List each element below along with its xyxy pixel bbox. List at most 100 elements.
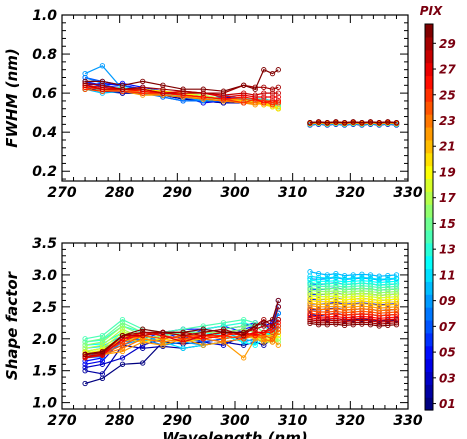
bottom-xtick-label: 280 bbox=[105, 413, 134, 429]
colorbar-tick-label: 11 bbox=[439, 268, 456, 282]
bottom-point bbox=[119, 342, 126, 348]
colorbar-tick-label: 25 bbox=[439, 88, 456, 102]
bottom-point bbox=[307, 300, 313, 306]
top-point bbox=[275, 67, 281, 73]
top-point bbox=[99, 78, 106, 85]
colorbar-segment bbox=[425, 255, 433, 270]
bottom-ytick-label: 3.5 bbox=[32, 236, 57, 252]
bottom-point bbox=[119, 361, 126, 367]
top-point bbox=[269, 86, 276, 92]
top-xtick-label: 330 bbox=[393, 185, 422, 201]
bottom-xtick-label: 300 bbox=[220, 413, 249, 429]
bottom-point bbox=[275, 297, 281, 304]
colorbar-segment bbox=[425, 101, 433, 115]
top-point bbox=[99, 82, 106, 88]
bottom-point bbox=[180, 326, 186, 332]
top-point bbox=[160, 86, 166, 92]
bottom-point bbox=[220, 323, 227, 329]
top-point bbox=[252, 86, 258, 92]
bottom-point bbox=[200, 332, 206, 339]
bottom-point bbox=[82, 380, 88, 387]
bottom-point bbox=[315, 270, 322, 277]
colorbar-segment bbox=[425, 307, 433, 321]
colorbar-tick-label: 27 bbox=[439, 63, 456, 77]
top-point bbox=[269, 98, 276, 104]
top-point bbox=[220, 88, 227, 94]
bottom-point bbox=[393, 296, 400, 302]
bottom-point bbox=[341, 322, 348, 329]
bottom-ytick-label: 2.5 bbox=[32, 300, 57, 316]
bottom-point bbox=[307, 273, 313, 279]
top-point bbox=[261, 67, 267, 73]
bottom-ytick-label: 1.0 bbox=[32, 396, 57, 412]
bottom-point bbox=[99, 339, 106, 345]
colorbar-segment bbox=[425, 217, 433, 231]
top-point bbox=[275, 94, 281, 100]
bottom-point bbox=[385, 322, 391, 329]
top-point bbox=[376, 119, 382, 126]
bottom-point bbox=[359, 321, 365, 327]
bottom-point bbox=[393, 286, 400, 292]
top-point bbox=[82, 82, 88, 88]
top-point bbox=[160, 82, 166, 88]
bottom-series-right-11 bbox=[309, 275, 397, 281]
bottom-point bbox=[359, 271, 365, 277]
bottom-point bbox=[99, 348, 106, 355]
colorbar-segment bbox=[425, 49, 433, 64]
colorbar-tick-label: 01 bbox=[439, 397, 456, 411]
bottom-point bbox=[241, 320, 247, 326]
top-point bbox=[315, 119, 322, 125]
top-xtick-label: 290 bbox=[163, 185, 192, 201]
top-point bbox=[261, 94, 267, 100]
bottom-point bbox=[200, 326, 206, 332]
bottom-point bbox=[385, 272, 391, 279]
bottom-point bbox=[200, 336, 206, 342]
bottom-point bbox=[140, 360, 146, 366]
bottom-point bbox=[119, 336, 126, 342]
bottom-point bbox=[119, 355, 126, 361]
bottom-series-right-10 bbox=[309, 271, 397, 277]
colorbar-segment bbox=[425, 268, 433, 282]
top-point bbox=[269, 70, 276, 77]
bottom-point bbox=[140, 345, 146, 351]
top-point bbox=[82, 86, 88, 92]
bottom-point bbox=[307, 279, 313, 286]
bottom-point bbox=[275, 316, 281, 323]
bottom-point bbox=[82, 364, 88, 371]
bottom-xtick-label: 270 bbox=[47, 413, 76, 429]
bottom-point bbox=[393, 309, 400, 315]
colorbar-segment bbox=[425, 229, 433, 244]
top-series-right-30 bbox=[309, 121, 397, 124]
bottom-point bbox=[393, 275, 400, 281]
bottom-xtick-label: 290 bbox=[163, 413, 192, 429]
top-point bbox=[140, 78, 146, 85]
top-series-left-30 bbox=[85, 68, 279, 92]
colorbar-tick-label: 23 bbox=[439, 114, 456, 128]
bottom-point bbox=[269, 316, 276, 323]
bottom-point bbox=[119, 316, 126, 323]
bottom-point bbox=[376, 273, 382, 279]
bottom-point bbox=[200, 323, 206, 329]
top-point bbox=[367, 119, 374, 125]
top-point bbox=[99, 86, 106, 92]
colorbar-segment bbox=[425, 345, 433, 360]
top-point bbox=[393, 119, 400, 126]
top-point bbox=[99, 63, 106, 69]
bottom-point bbox=[99, 361, 106, 367]
top-point bbox=[269, 94, 276, 100]
bottom-point bbox=[252, 323, 258, 329]
bottom-point bbox=[241, 332, 247, 339]
bottom-point bbox=[241, 326, 247, 332]
bottom-point bbox=[140, 342, 146, 348]
bottom-point bbox=[350, 275, 356, 281]
top-series-left-29 bbox=[85, 82, 279, 94]
colorbar-title: PIX bbox=[420, 4, 443, 18]
bottom-point bbox=[393, 281, 400, 287]
top-xtick-label: 280 bbox=[105, 185, 134, 201]
bottom-point bbox=[376, 323, 382, 329]
bottom-ytick-label: 1.5 bbox=[32, 364, 57, 380]
bottom-point bbox=[119, 323, 126, 329]
bottom-point bbox=[140, 332, 146, 339]
